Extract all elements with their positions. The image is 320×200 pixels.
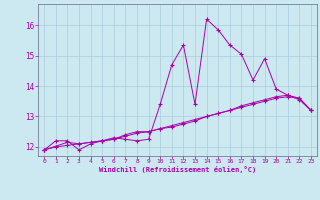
- X-axis label: Windchill (Refroidissement éolien,°C): Windchill (Refroidissement éolien,°C): [99, 166, 256, 173]
